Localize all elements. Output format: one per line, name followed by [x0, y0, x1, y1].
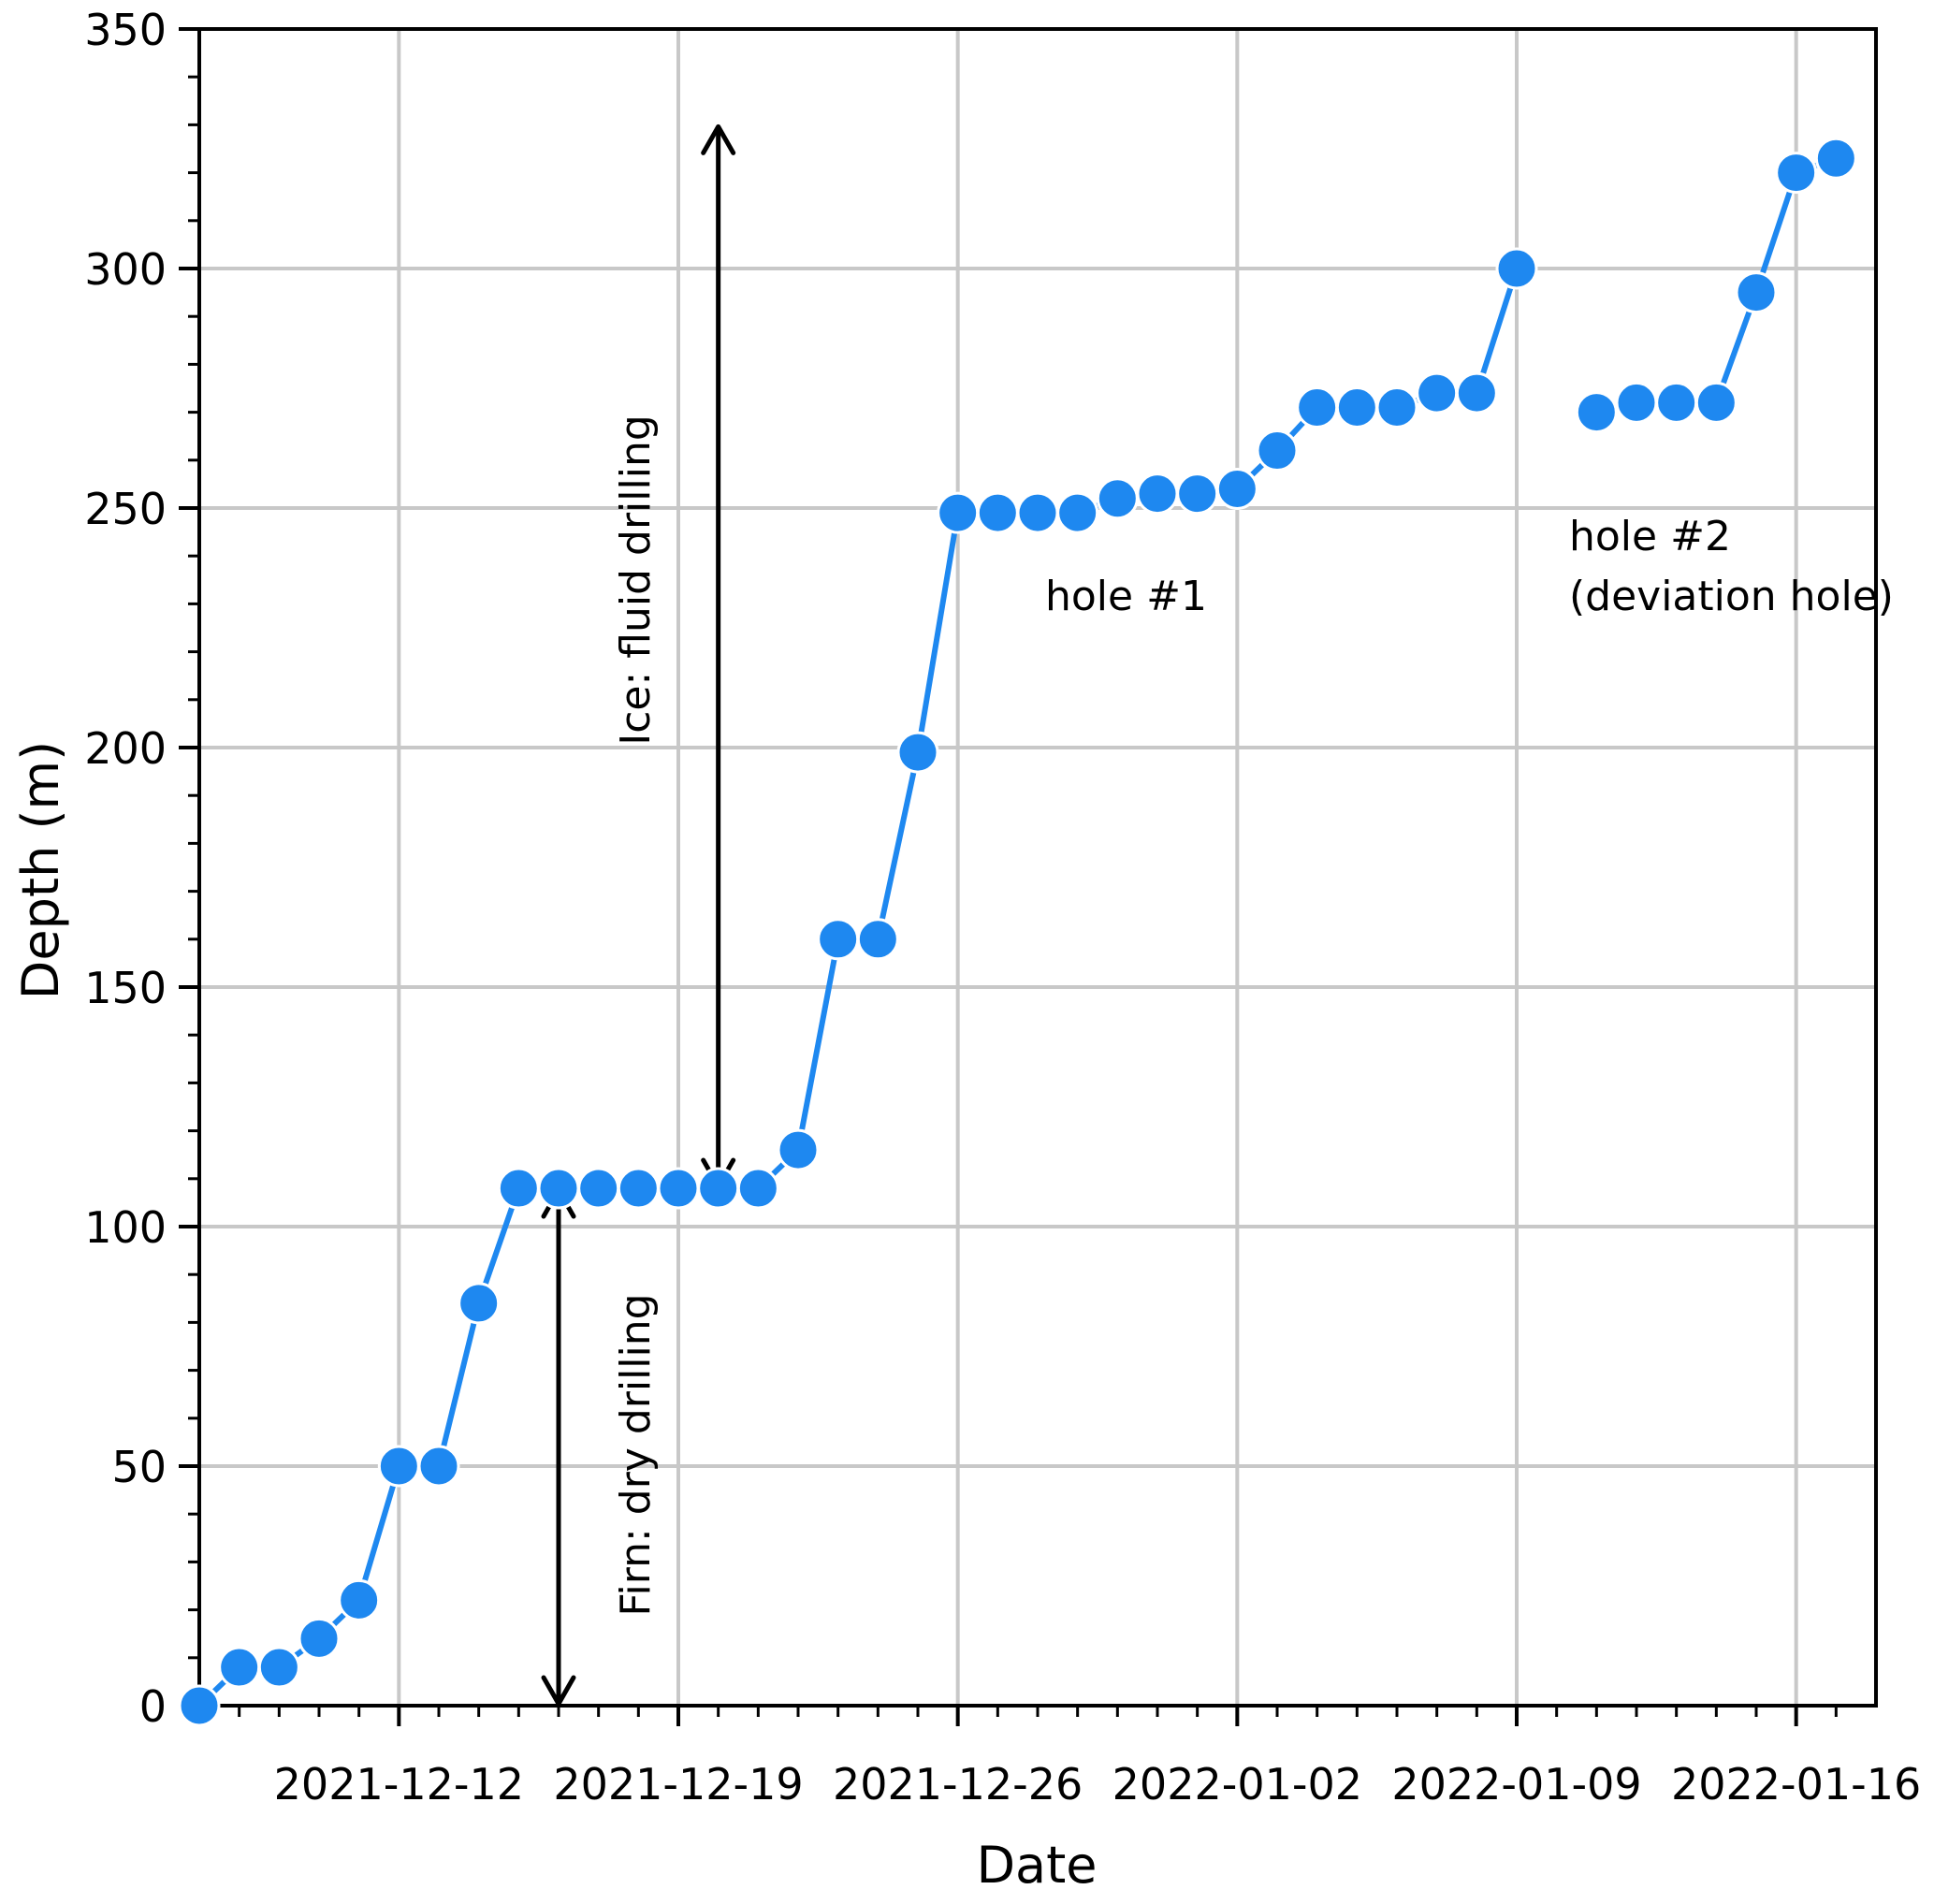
data-point — [458, 1282, 501, 1325]
arrow-head-up — [701, 124, 736, 155]
data-point — [937, 491, 980, 534]
annotation-deviation-hole: (deviation hole) — [1569, 573, 1894, 620]
data-point — [1416, 371, 1459, 414]
data-point — [976, 491, 1019, 534]
data-point — [1495, 247, 1538, 290]
annotation-arrows — [541, 124, 736, 1707]
data-point — [577, 1167, 620, 1210]
data-point — [1296, 385, 1339, 429]
series-line — [1595, 155, 1838, 415]
x-axis-label: Date — [976, 1836, 1097, 1895]
data-point — [1016, 491, 1059, 534]
y-tick-label: 250 — [84, 484, 167, 534]
y-tick-label: 350 — [84, 5, 167, 55]
data-point — [777, 1128, 820, 1171]
x-tick-label: 2022-01-02 — [1112, 1759, 1362, 1810]
series-points — [178, 137, 1857, 1727]
data-point — [856, 918, 899, 961]
x-tick-label: 2022-01-16 — [1671, 1759, 1921, 1810]
grid — [199, 29, 1876, 1706]
x-tick-label: 2021-12-12 — [274, 1759, 524, 1810]
data-point — [218, 1646, 261, 1689]
y-tick-label: 300 — [84, 244, 167, 295]
annotation-ice-fluid-drilling: Ice: fluid drilling — [612, 414, 660, 746]
data-point — [1215, 468, 1258, 511]
data-point — [736, 1167, 779, 1210]
data-point — [1814, 137, 1857, 180]
data-point — [896, 731, 939, 774]
data-point — [1176, 472, 1219, 516]
data-point — [1694, 381, 1738, 424]
data-point — [657, 1167, 700, 1210]
arrow-head-down — [541, 1675, 576, 1707]
data-point — [1136, 472, 1179, 516]
annotation-hole-1: hole #1 — [1045, 573, 1207, 620]
data-point — [697, 1167, 740, 1210]
data-point — [1615, 381, 1658, 424]
data-point — [537, 1167, 580, 1210]
data-point — [1256, 429, 1299, 472]
y-tick-label: 0 — [139, 1681, 167, 1732]
data-point — [1335, 385, 1378, 429]
data-point — [1655, 381, 1698, 424]
y-tick-label: 150 — [84, 963, 167, 1013]
x-tick-labels: 2021-12-12 2021-12-19 2021-12-26 2022-01-02… — [274, 1759, 1922, 1810]
annotation-firn-dry-drilling: Firn: dry drilling — [612, 1293, 660, 1616]
data-point — [1775, 152, 1818, 195]
data-point — [1455, 371, 1498, 414]
y-tick-label: 200 — [84, 723, 167, 774]
data-point — [617, 1167, 660, 1210]
data-point — [497, 1167, 540, 1210]
y-tick-labels: 0 50 100 150 200 250 300 350 — [84, 5, 167, 1732]
x-tick-label: 2021-12-19 — [553, 1759, 803, 1810]
data-point — [377, 1445, 420, 1488]
data-point — [178, 1684, 221, 1727]
data-point — [298, 1617, 341, 1660]
data-point — [338, 1578, 381, 1621]
data-point — [817, 918, 860, 961]
data-point — [257, 1646, 300, 1689]
data-point — [1375, 385, 1418, 429]
data-point — [417, 1445, 460, 1488]
x-tick-label: 2021-12-26 — [833, 1759, 1083, 1810]
data-point — [1575, 391, 1618, 434]
data-point — [1056, 491, 1099, 534]
data-point — [1735, 271, 1778, 314]
annotation-hole-2: hole #2 — [1569, 513, 1731, 560]
data-point — [1096, 477, 1139, 520]
y-tick-label: 100 — [84, 1202, 167, 1253]
y-axis-label: Depth (m) — [11, 741, 70, 999]
y-tick-label: 50 — [111, 1442, 167, 1492]
x-tick-label: 2022-01-09 — [1391, 1759, 1641, 1810]
tick-marks — [179, 27, 1838, 1726]
